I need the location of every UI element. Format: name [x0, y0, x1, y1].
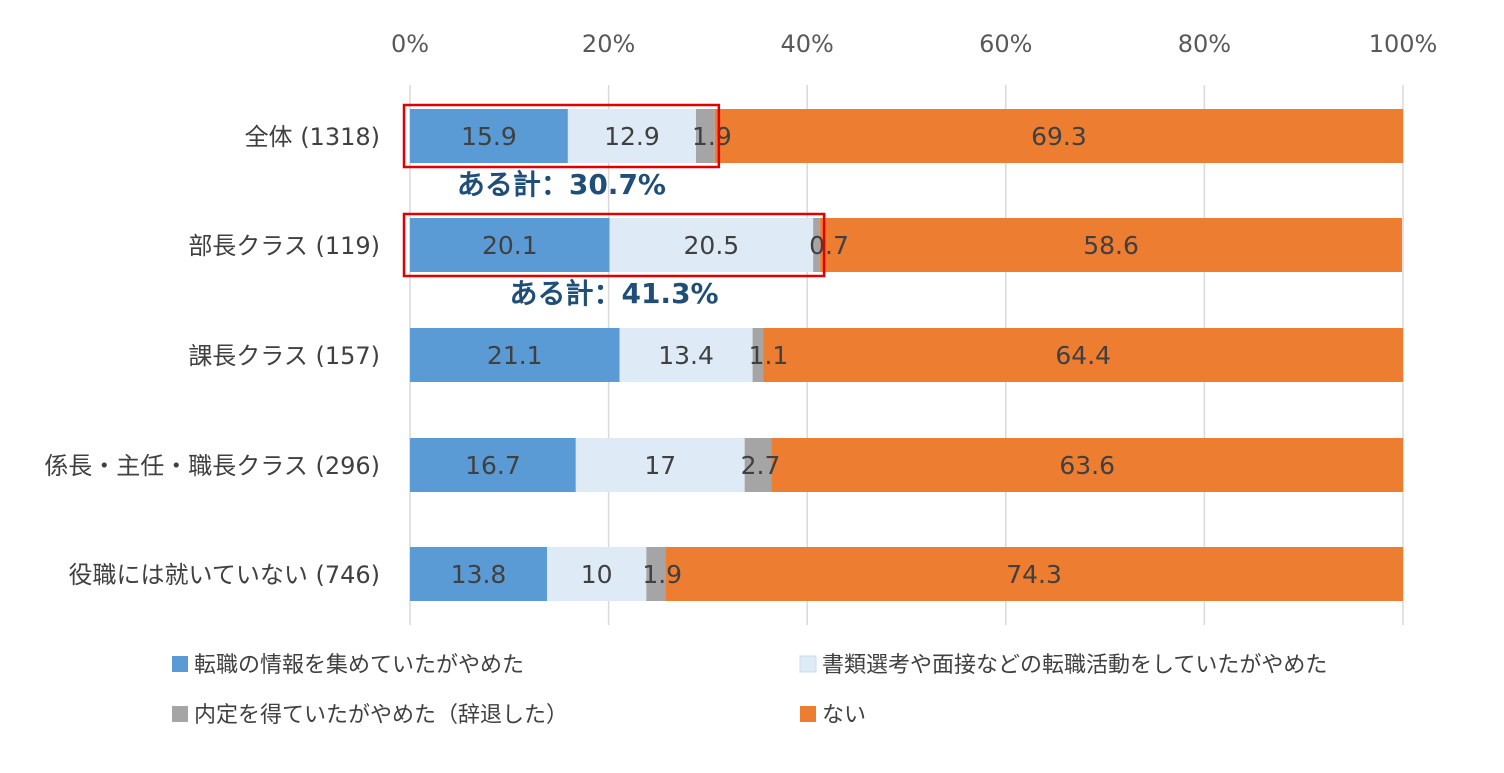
category-label: 全体 (1318): [245, 123, 380, 151]
total-annotation: ある計：30.7%: [457, 168, 666, 201]
data-label: 12.9: [604, 122, 660, 151]
data-label: 20.1: [482, 231, 538, 260]
data-label: 21.1: [487, 341, 543, 370]
bar-segment-s3-c1: [820, 218, 1403, 272]
bar-segment-s2-c4: [646, 547, 666, 601]
category-labels: 全体 (1318) 部長クラス (119) 課長クラス (157) 係長・主任・職長ク…: [44, 123, 380, 589]
data-label: 1.1: [749, 341, 789, 370]
bar-segment-s0-c2: [410, 328, 620, 382]
bar-segment-s0-c1: [410, 218, 610, 272]
data-label: 2.7: [741, 451, 781, 480]
bar-segment-s1-c4: [547, 547, 647, 601]
data-label: 63.6: [1059, 451, 1115, 480]
total-annotation: ある計：41.3%: [509, 277, 718, 310]
bar-segment-s3-c2: [763, 328, 1403, 382]
x-tick-label: 0%: [391, 30, 429, 58]
bar-segment-s2-c3: [744, 438, 772, 492]
bar-segment-s0-c3: [410, 438, 576, 492]
highlight-box: [402, 212, 826, 278]
bar-segment-s0-c4: [410, 547, 548, 601]
annotations: ある計：30.7% ある計：41.3%: [402, 103, 826, 310]
bar-segment-s1-c3: [575, 438, 745, 492]
data-label: 1.9: [692, 122, 732, 151]
legend-label: ない: [822, 703, 866, 728]
data-label: 13.8: [451, 560, 507, 589]
bar-segment-s3-c0: [714, 109, 1403, 163]
bar-segment-s2-c1: [813, 218, 821, 272]
data-label: 0.7: [809, 231, 849, 260]
bar-segment-s3-c4: [665, 547, 1403, 601]
x-tick-label: 20%: [582, 30, 635, 58]
x-axis-ticks: 0% 20% 40% 60% 80% 100%: [391, 30, 1437, 58]
category-label: 課長クラス (157): [188, 342, 380, 370]
category-label: 係長・主任・職長クラス (296): [44, 452, 380, 480]
data-label: 20.5: [684, 231, 740, 260]
bar-segment-s1-c2: [619, 328, 753, 382]
bar-segment-s2-c2: [752, 328, 764, 382]
data-label: 69.3: [1031, 122, 1087, 151]
legend-label: 内定を得ていたがやめた（辞退した）: [194, 703, 568, 728]
data-label: 10: [581, 560, 613, 589]
legend: 転職の情報を集めていたがやめた 書類選考や面接などの転職活動をしていたがやめた内定…: [172, 653, 1327, 728]
category-label: 部長クラス (119): [188, 232, 380, 260]
legend-swatch: [800, 706, 816, 722]
legend-swatch: [172, 706, 188, 722]
data-label: 15.9: [461, 122, 517, 151]
bar-segment-s2-c0: [695, 109, 715, 163]
x-tick-label: 40%: [781, 30, 834, 58]
legend-swatch: [172, 656, 188, 672]
data-label: 1.9: [642, 560, 682, 589]
legend-label: 転職の情報を集めていたがやめた: [194, 653, 524, 678]
data-label: 58.6: [1083, 231, 1139, 260]
highlight-box: [402, 103, 721, 169]
bar-segment-s3-c3: [771, 438, 1403, 492]
data-labels: 15.9 12.9 1.9 69.3 20.1 20.5 0.7 58.6 21.1 13.4 1.…: [451, 122, 1139, 589]
data-label: 17: [644, 451, 676, 480]
bar-segment-s1-c0: [567, 109, 696, 163]
legend-swatch: [799, 655, 817, 673]
data-label: 74.3: [1006, 560, 1062, 589]
bar-segment-s0-c0: [410, 109, 568, 163]
x-tick-label: 60%: [979, 30, 1032, 58]
x-tick-label: 80%: [1178, 30, 1231, 58]
legend-label: 書類選考や面接などの転職活動をしていたがやめた: [822, 653, 1327, 678]
bars: [410, 109, 1403, 601]
data-label: 16.7: [465, 451, 521, 480]
bar-segment-s1-c1: [609, 218, 814, 272]
category-label: 役職には就いていない (746): [69, 561, 380, 589]
x-tick-label: 100%: [1369, 30, 1438, 58]
data-label: 64.4: [1055, 341, 1111, 370]
data-label: 13.4: [658, 341, 714, 370]
